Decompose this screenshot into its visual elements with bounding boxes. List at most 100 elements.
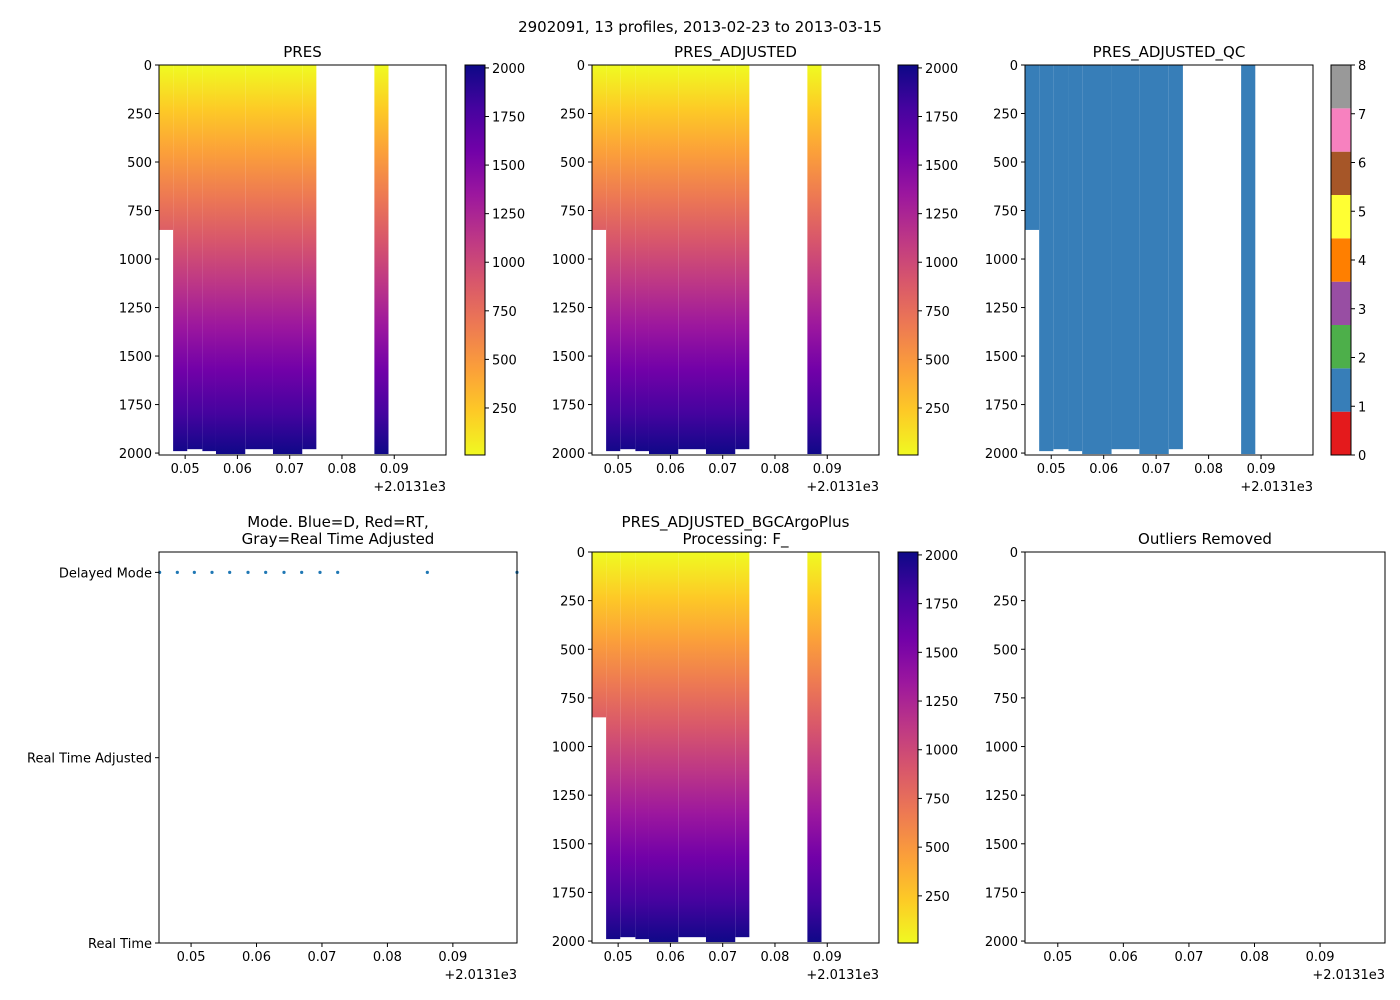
profile-column [606,65,621,452]
x-tick-label: 0.06 [1109,950,1138,965]
y-tick-label: 1250 [119,302,152,317]
mode-point [336,570,340,574]
y-tick-label: 250 [993,108,1018,123]
mode-point [175,570,179,574]
colorbar-tick-label: 750 [492,305,517,320]
profile-column [272,65,303,455]
y-tick-label: 250 [127,108,152,123]
x-tick-label: 0.06 [656,950,685,965]
x-offset-label: +2.0131e3 [444,968,517,983]
colorbar-gradient [898,552,918,943]
y-tick-label: 2000 [552,935,585,950]
y-tick-label: 0 [577,59,585,74]
colorbar-tick-label: 8 [1358,59,1366,74]
colorbar-gradient [465,65,485,455]
colorbar-tick-label: 1000 [492,256,525,271]
mode-point [318,570,322,574]
x-tick-label: 0.05 [604,462,633,477]
profile-column [1241,65,1256,455]
profile-column [187,65,203,450]
panel-outliers: Outliers Removed 0.05 0.06 0.07 0.08 0.09 +2.0… [985,530,1386,983]
x-tick-label: 0.09 [813,462,842,477]
y-tick-label: 750 [993,692,1018,707]
panel-pres: PRES 0.05 0.06 0.07 0.08 0.09 +2.0131e3 0 250 500… [119,43,525,495]
colorbar-tick-label: 1500 [925,646,958,661]
figure-title: 2902091, 13 profiles, 2013-02-23 to 2013… [518,18,882,36]
mode-point [282,570,286,574]
colorbar-pres_adj_qc: 0 1 2 3 4 5 6 7 8 [1330,59,1366,464]
y-tick-label: 0 [1010,546,1018,561]
y-tick-label: 1500 [119,350,152,365]
colorbar-tick-label: 750 [925,792,950,807]
colorbar-tick-label: 1750 [925,110,958,125]
mode-point [228,570,232,574]
colorbar-segment [1331,281,1351,325]
x-tick-label: 0.09 [1306,950,1335,965]
colorbar-tick-label: 1000 [925,256,958,271]
panel-title: PRES_ADJUSTED [674,43,797,62]
x-tick-label: 0.05 [171,462,200,477]
colorbar-frame [464,64,486,456]
x-tick-label: 0.07 [1174,950,1203,965]
y-tick-label: 1000 [552,741,585,756]
x-tick-label: 0.07 [307,950,336,965]
colorbar-tick-label: 5 [1358,205,1366,220]
y-tick-label: 1500 [985,838,1018,853]
colorbar-tick-label: 4 [1358,254,1366,269]
y-tick-label: Real Time Adjusted [27,752,152,767]
colorbar-tick-label: 1250 [925,695,958,710]
profile-column [159,65,174,230]
y-tick-label: 1750 [552,399,585,414]
y-tick-label: 1250 [552,789,585,804]
x-tick-label: 0.08 [760,462,789,477]
colorbar-segment [1331,368,1351,412]
y-tick-label: 2000 [985,935,1018,950]
x-tick-label: 0.06 [242,950,271,965]
colorbar-tick-label: 1250 [492,208,525,223]
profile-column [635,552,649,940]
profile-column [620,552,636,938]
panel-title: PRES_ADJUSTED_BGCArgoPlus [622,513,850,532]
profile-column [620,65,636,450]
profile-column [1139,65,1169,455]
colorbar-segment [1331,65,1351,109]
profile-column [374,65,389,455]
y-tick-label: 250 [560,595,585,610]
profile-column [705,552,736,943]
colorbar-tick-label: 1500 [492,159,525,174]
colorbar-tick-label: 750 [925,305,950,320]
colorbar-tick-label: 1500 [925,159,958,174]
colorbar-segment [1331,325,1351,369]
y-tick-label: 1250 [552,302,585,317]
profile-column [215,65,246,455]
profile-column [302,65,317,450]
profile-column [1068,65,1083,452]
x-tick-label: 0.08 [760,950,789,965]
x-offset-label: +2.0131e3 [373,480,446,495]
x-offset-label: +2.0131e3 [806,968,879,983]
y-tick-label: 750 [993,205,1018,220]
profile-column [678,65,706,450]
y-tick-label: 500 [560,156,585,171]
x-tick-label: 0.07 [708,950,737,965]
panel-title: Gray=Real Time Adjusted [242,530,435,548]
profile-column [735,65,750,450]
profile-column [735,552,750,938]
colorbar-tick-label: 6 [1358,157,1366,172]
profile-column [807,65,822,455]
y-tick-label: 1500 [552,838,585,853]
colorbar-tick-label: 1750 [492,110,525,125]
profile-column [678,552,706,938]
x-tick-label: 0.06 [1089,462,1118,477]
y-tick-label: 250 [560,108,585,123]
y-tick-label: 500 [127,156,152,171]
y-tick-label: Real Time [88,937,152,952]
x-offset-label: +2.0131e3 [806,480,879,495]
colorbar-tick-label: 1750 [925,598,958,613]
axes-frame [591,64,880,456]
colorbar-tick-label: 3 [1358,303,1366,318]
colorbar-tick-label: 500 [925,841,950,856]
x-tick-label: 0.09 [1247,462,1276,477]
y-tick-label: 750 [560,205,585,220]
